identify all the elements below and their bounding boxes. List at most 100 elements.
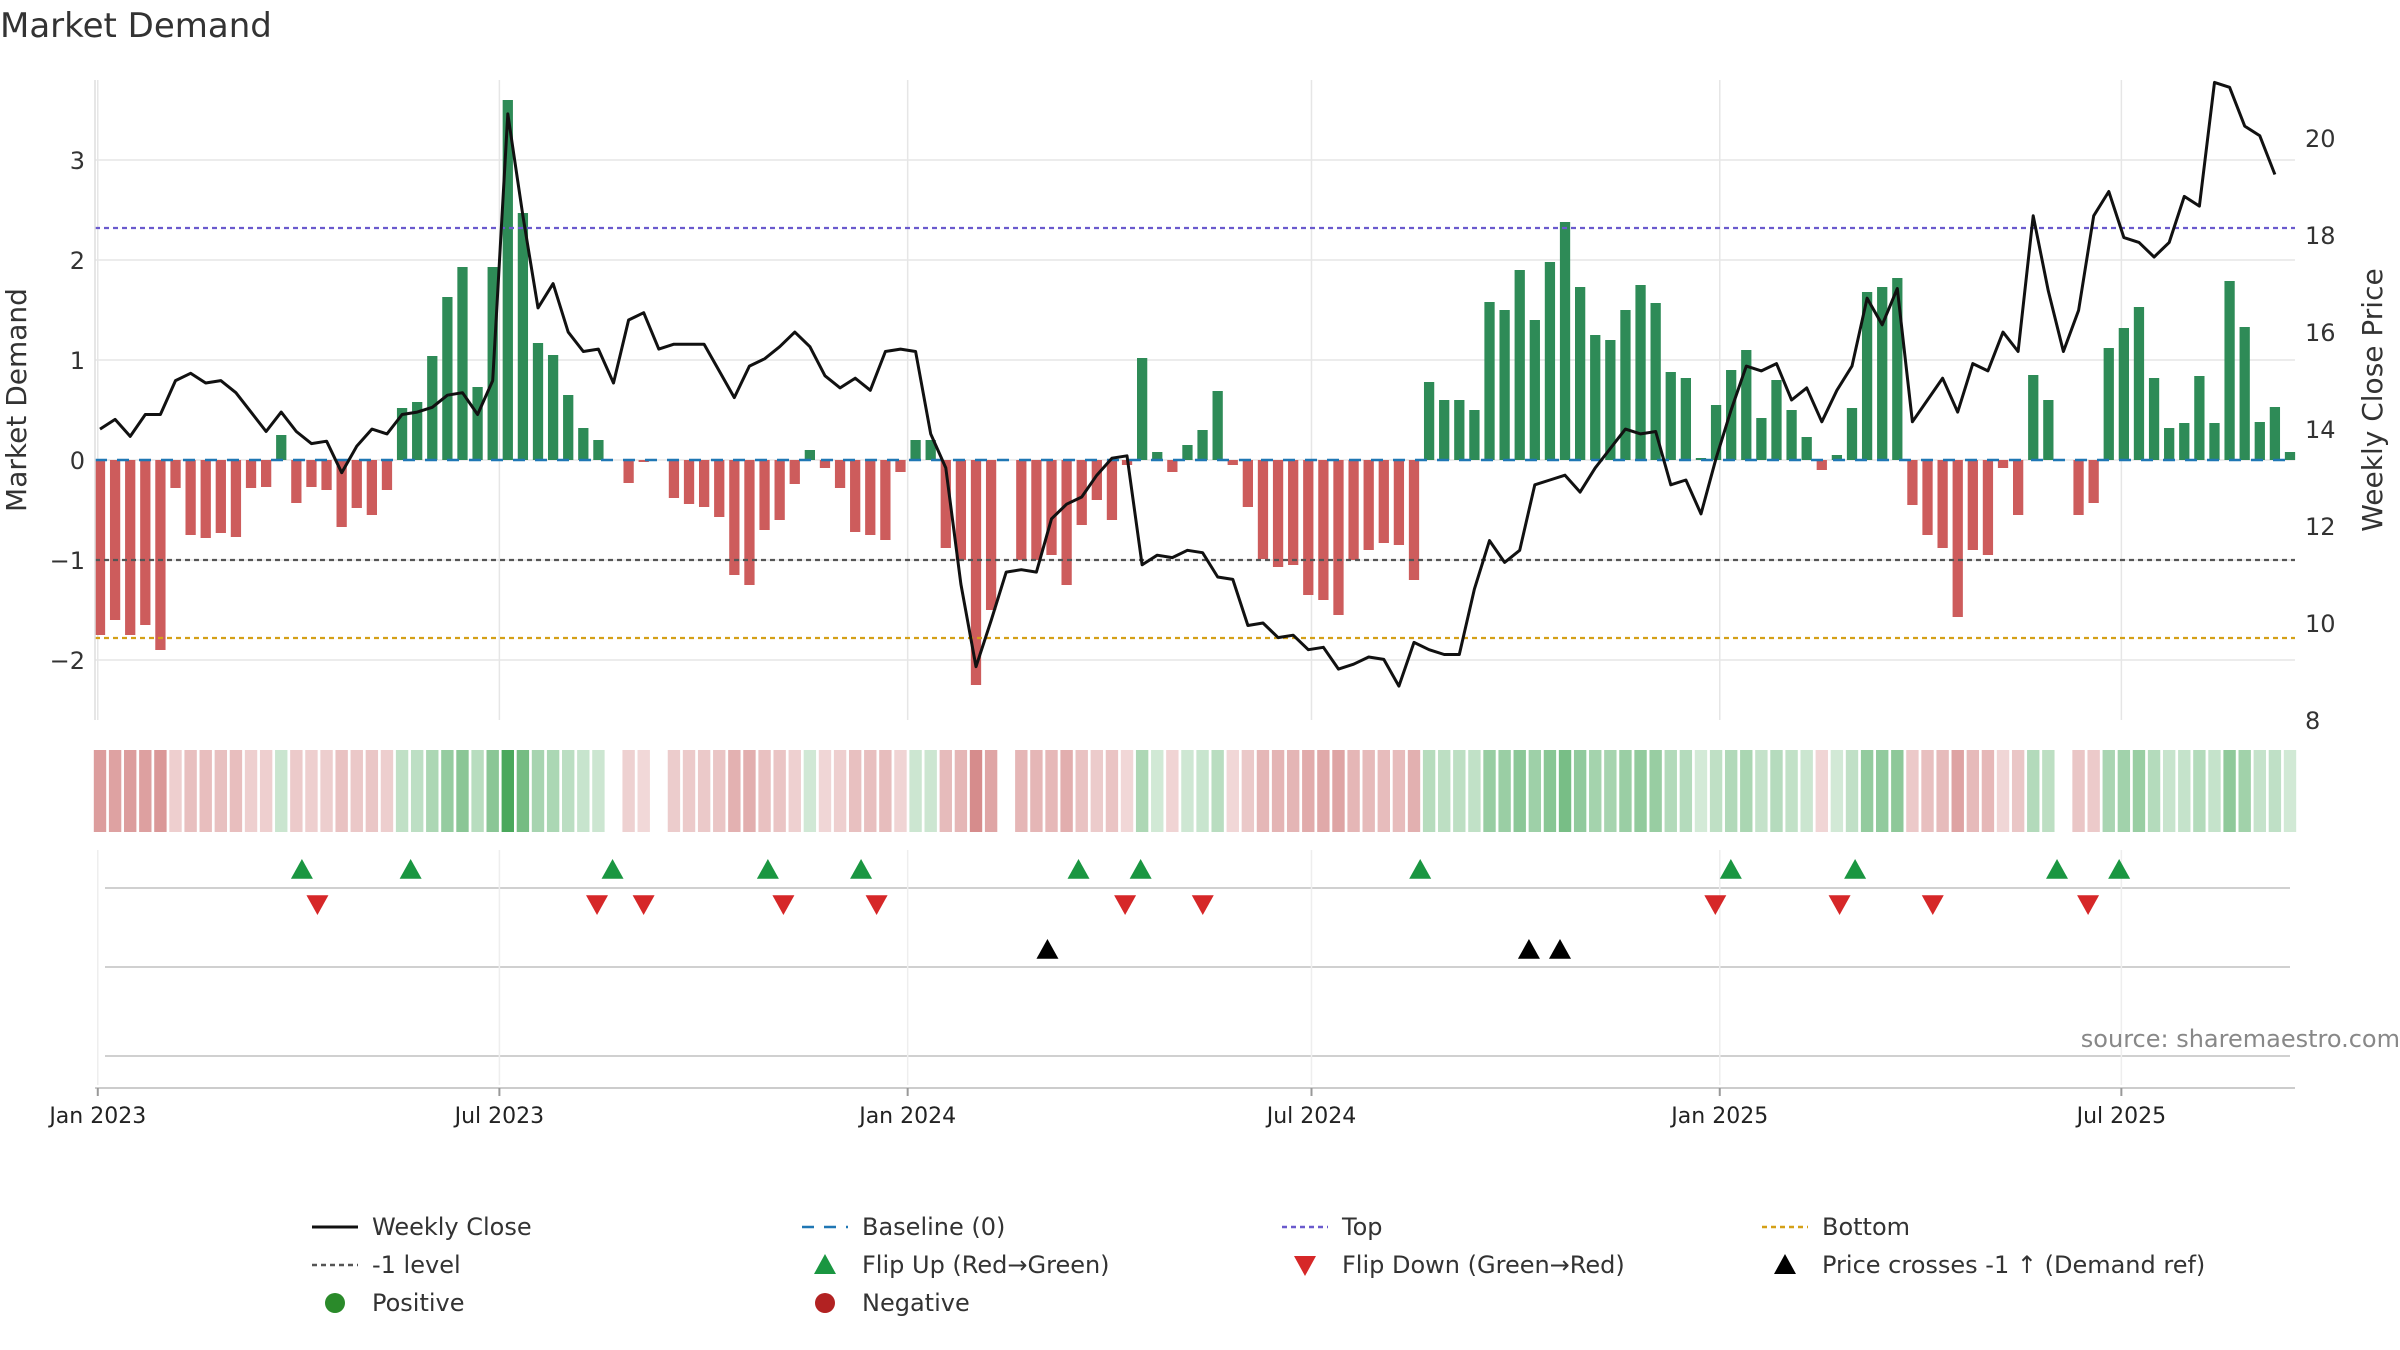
legend-swatch-icon: [1270, 1250, 1332, 1280]
demand-bar: [1288, 460, 1299, 565]
demand-bar: [880, 460, 891, 540]
source-note: source: sharemaestro.com: [2080, 1025, 2400, 1053]
demand-bar: [125, 460, 136, 635]
heat-cell: [1664, 750, 1677, 832]
flip-up-marker: [1409, 859, 1432, 879]
legend-swatch-icon: [790, 1212, 852, 1242]
heat-cell: [426, 750, 439, 832]
demand-bar: [1046, 460, 1057, 555]
y-tick-right: 18: [2305, 222, 2336, 250]
demand-bar: [668, 460, 680, 498]
demand-bar: [1801, 437, 1812, 460]
demand-bar: [2028, 375, 2039, 460]
demand-bar: [472, 387, 483, 460]
demand-bar: [1816, 460, 1827, 470]
heat-cell: [1362, 750, 1375, 832]
legend-label: Positive: [372, 1289, 465, 1317]
demand-bar: [865, 460, 876, 535]
demand-bar: [1484, 302, 1495, 460]
legend-swatch-icon: [1750, 1250, 1812, 1280]
demand-bar: [155, 460, 166, 650]
flip-up-marker: [2046, 859, 2069, 879]
legend: Weekly Close Baseline (0) Top Bottom -1 leve…: [300, 1210, 2280, 1330]
y-tick-left: −1: [50, 547, 85, 575]
demand-bar: [2254, 422, 2265, 460]
demand-bar: [1922, 460, 1933, 535]
demand-bar: [532, 343, 544, 460]
y-tick-right: 16: [2305, 319, 2336, 347]
grid-layer: [95, 80, 2295, 720]
heat-cell: [1105, 750, 1119, 832]
legend-item-flip-up: Flip Up (Red→Green): [790, 1248, 1110, 1282]
demand-bar: [2043, 400, 2054, 460]
heat-cell: [1740, 750, 1753, 832]
legend-item-negative: Negative: [790, 1286, 970, 1320]
heat-cell: [697, 750, 711, 832]
heat-cell: [2027, 750, 2040, 832]
demand-bar: [714, 460, 725, 517]
demand-bar: [2148, 378, 2160, 460]
flip-up-marker: [2108, 859, 2131, 879]
heat-cell: [1075, 750, 1088, 832]
demand-bar: [1318, 460, 1329, 600]
demand-bar: [2194, 376, 2205, 460]
demand-bar: [1514, 270, 1525, 460]
heat-cell: [456, 750, 469, 832]
heat-cell: [2102, 750, 2115, 832]
demand-bar: [1605, 340, 1616, 460]
demand-bar: [1227, 460, 1238, 465]
demand-bar: [1242, 460, 1253, 507]
heat-cell: [2223, 750, 2236, 832]
demand-bar: [699, 460, 710, 507]
x-tick-label: Jul 2024: [1265, 1104, 1357, 1129]
heat-cell: [380, 750, 394, 832]
demand-bar: [2239, 327, 2250, 460]
demand-bar: [1590, 335, 1601, 460]
heat-cell: [1241, 750, 1255, 832]
demand-bar: [729, 460, 740, 575]
heat-cell: [864, 750, 877, 832]
demand-bar: [1861, 292, 1873, 460]
heat-cell: [1271, 750, 1285, 832]
demand-bar: [109, 460, 121, 620]
heat-cell: [1256, 750, 1270, 832]
heat-cell: [592, 750, 605, 832]
demand-bar: [804, 450, 815, 460]
heat-cell: [879, 750, 892, 832]
price-cross-marker: [1549, 939, 1571, 959]
demand-bar: [1710, 405, 1722, 460]
heat-cell: [1060, 750, 1073, 832]
heat-cell: [2253, 750, 2266, 832]
heat-cell: [531, 750, 545, 832]
demand-bar: [638, 460, 649, 462]
heat-cell: [1468, 750, 1481, 832]
legend-item-close: Weekly Close: [300, 1210, 532, 1244]
demand-bar: [1031, 460, 1042, 560]
heat-cell: [1724, 750, 1738, 832]
heat-cell: [1196, 750, 1209, 832]
heat-cell: [1649, 750, 1662, 832]
legend-label: Flip Up (Red→Green): [862, 1251, 1110, 1279]
heat-cell: [335, 750, 348, 832]
demand-bar: [1907, 460, 1918, 505]
demand-bar: [381, 460, 393, 490]
heat-cell: [1543, 750, 1557, 832]
legend-label: -1 level: [372, 1251, 461, 1279]
heat-cell: [1830, 750, 1844, 832]
demand-bar: [2179, 423, 2190, 460]
flip-up-marker: [1719, 859, 1742, 879]
demand-bar: [578, 428, 589, 460]
demand-bar: [2013, 460, 2024, 515]
heat-cell: [1483, 750, 1496, 832]
heat-cell: [229, 750, 243, 832]
demand-bar: [955, 460, 967, 560]
demand-bar: [502, 100, 513, 460]
heat-cell: [1120, 750, 1134, 832]
x-tick-label: Jan 2025: [1669, 1104, 1768, 1129]
heat-cell: [1513, 750, 1526, 832]
demand-bar: [2133, 307, 2145, 460]
demand-bar: [2209, 423, 2220, 460]
heat-cell: [909, 750, 922, 832]
heat-cell: [1619, 750, 1632, 832]
demand-bar: [1756, 418, 1767, 460]
